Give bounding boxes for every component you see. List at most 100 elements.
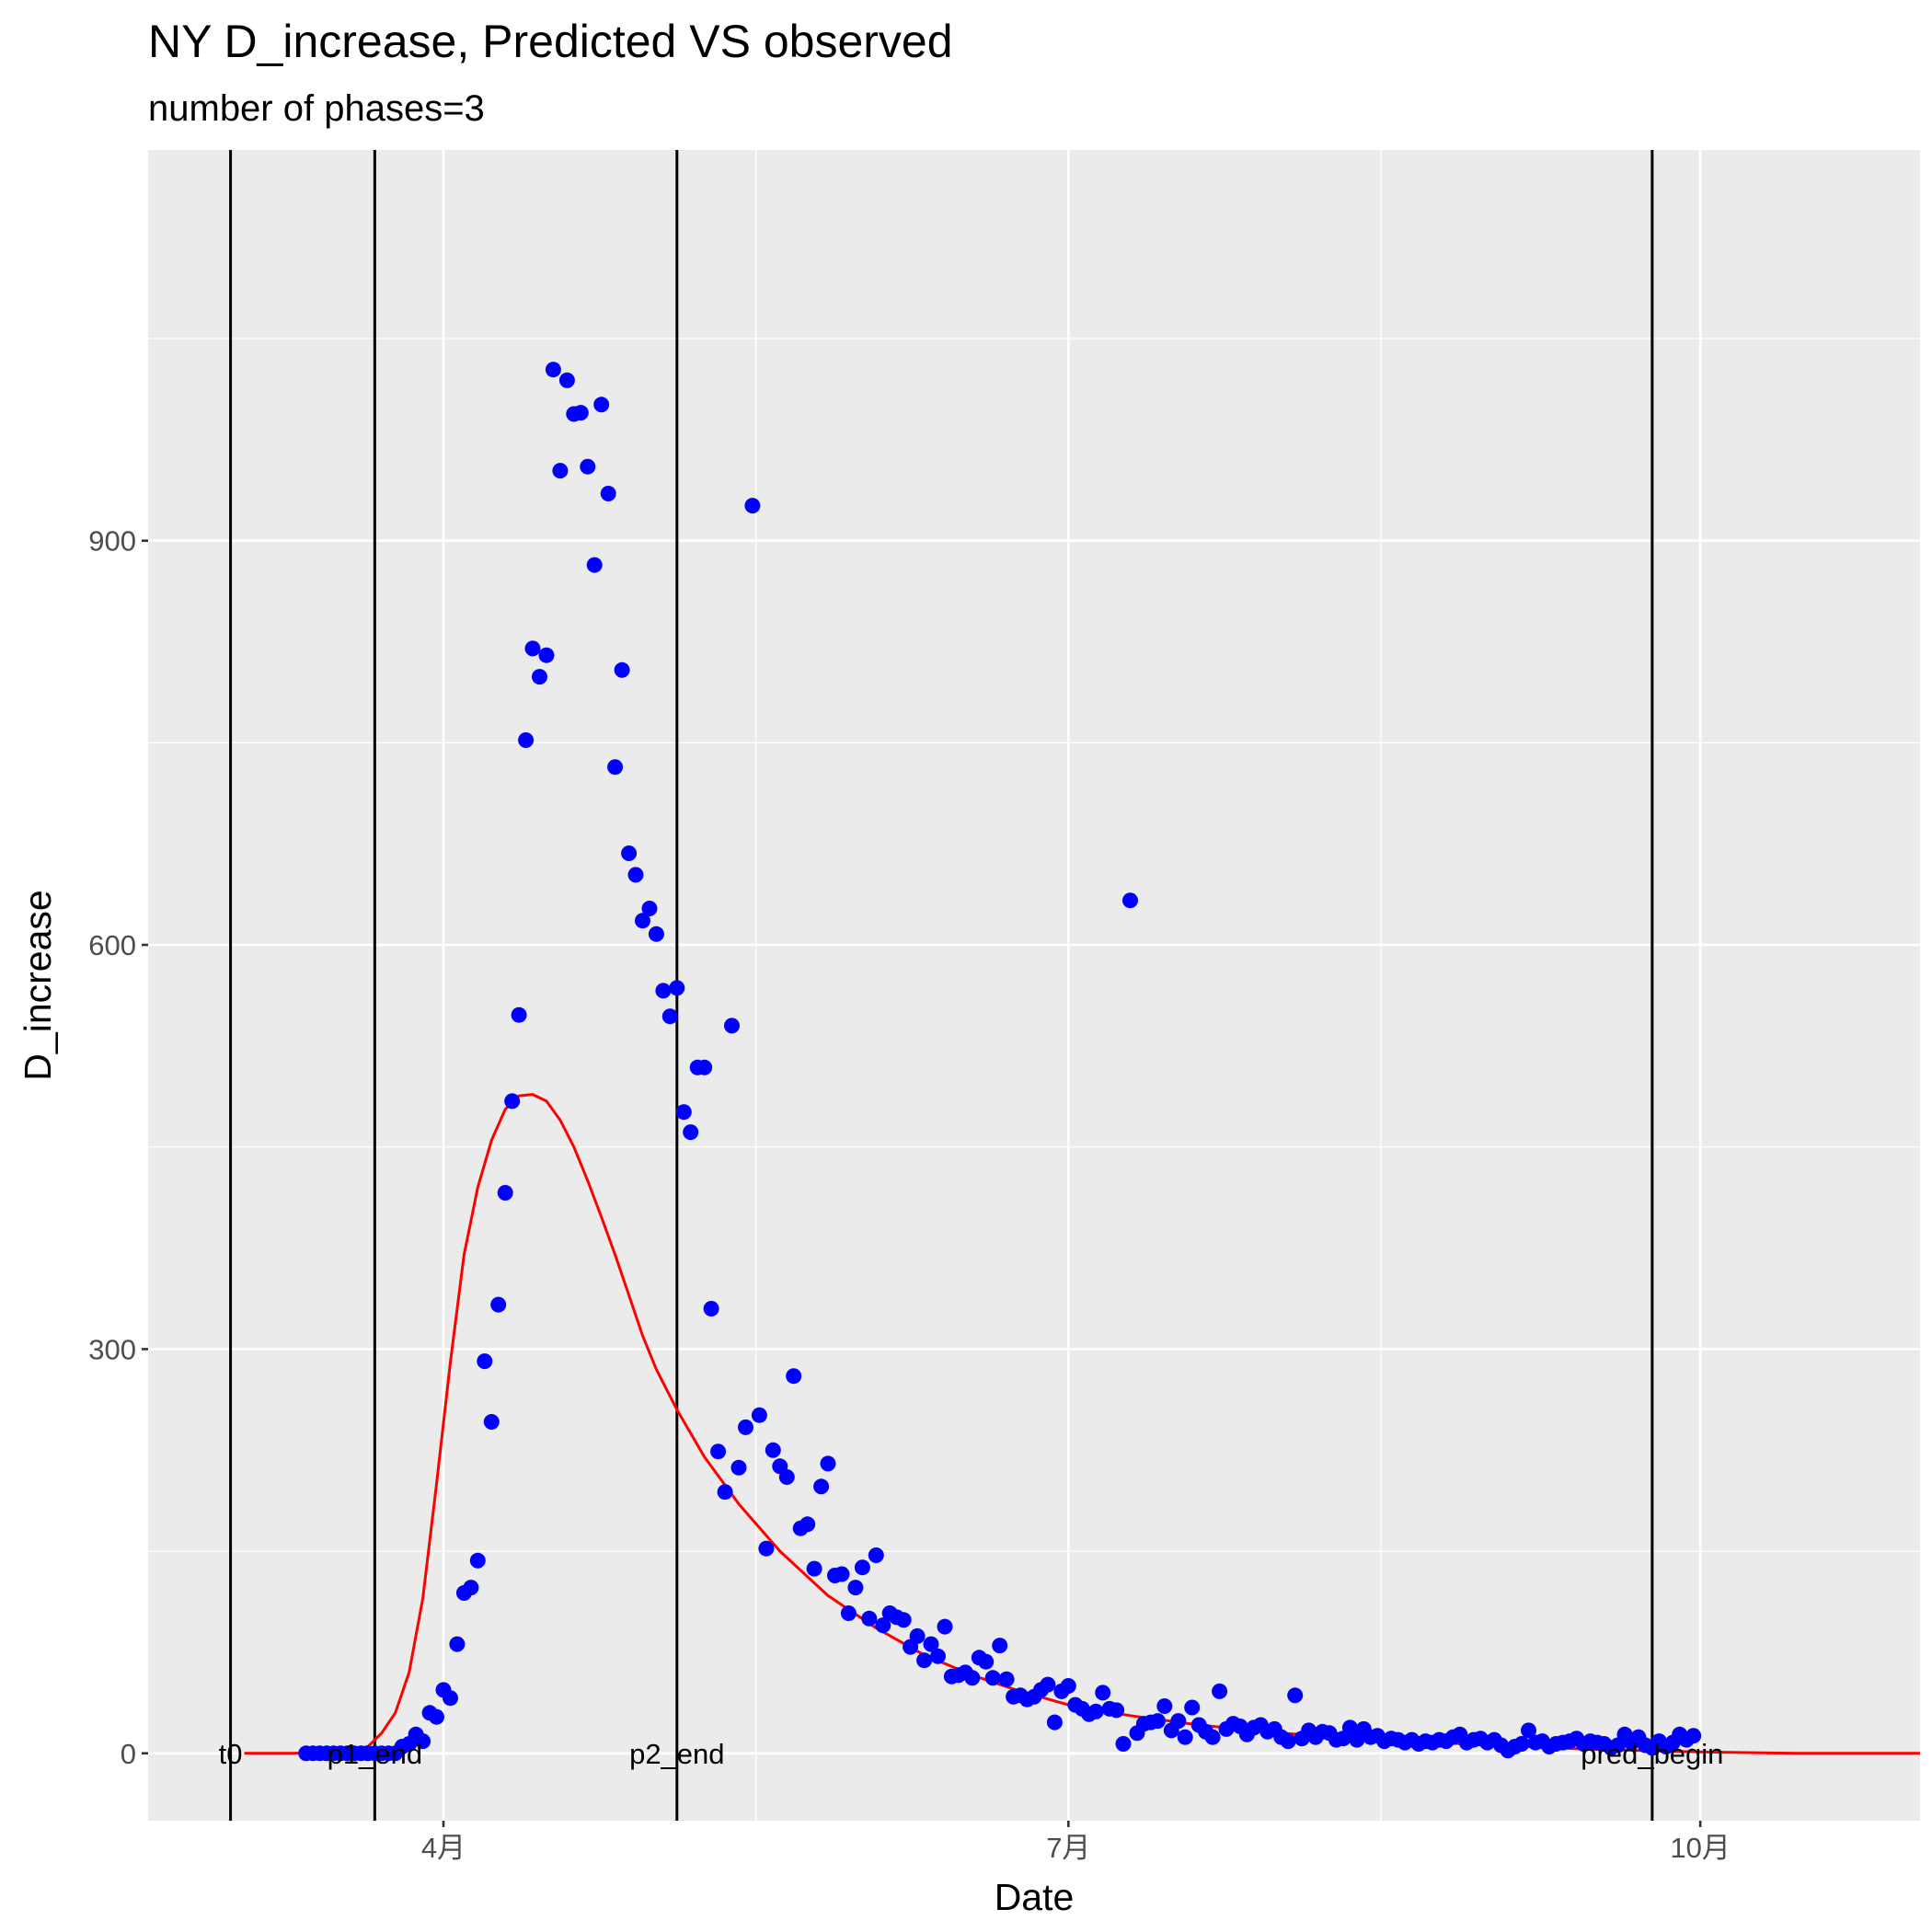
plot-panel	[148, 150, 1920, 1821]
observed-point	[415, 1733, 431, 1750]
observed-point	[847, 1580, 864, 1596]
observed-point	[1156, 1698, 1173, 1714]
observed-point	[1149, 1713, 1166, 1730]
observed-point	[497, 1185, 513, 1201]
observed-point	[1060, 1678, 1076, 1694]
observed-point	[1521, 1722, 1536, 1739]
observed-point	[703, 1301, 719, 1317]
observed-point	[1685, 1728, 1702, 1744]
vline-label-p1_end: p1_end	[328, 1738, 422, 1770]
vline-label-p2_end: p2_end	[629, 1738, 724, 1770]
observed-point	[532, 669, 547, 685]
observed-point	[483, 1414, 500, 1430]
observed-point	[854, 1559, 870, 1576]
observed-point	[875, 1617, 891, 1634]
observed-point	[538, 647, 555, 663]
observed-point	[861, 1610, 878, 1627]
observed-point	[600, 486, 616, 501]
observed-point	[429, 1708, 444, 1725]
observed-point	[490, 1296, 507, 1313]
observed-point	[765, 1442, 781, 1458]
observed-point	[998, 1671, 1015, 1687]
chart-title: NY D_increase, Predicted VS observed	[148, 16, 953, 67]
observed-point	[463, 1580, 479, 1596]
observed-point	[717, 1484, 733, 1501]
y-tick-label: 600	[88, 929, 136, 961]
observed-point	[669, 980, 685, 996]
observed-point	[1513, 1736, 1530, 1752]
observed-point	[558, 372, 575, 388]
observed-point	[1115, 1736, 1132, 1752]
observed-point	[937, 1618, 953, 1635]
observed-point	[661, 1008, 678, 1025]
predicted-line	[244, 1093, 1920, 1755]
observed-point	[477, 1353, 493, 1370]
grid-major	[148, 150, 1920, 1821]
y-tick-label: 900	[88, 525, 136, 558]
observed-point	[1184, 1699, 1201, 1716]
observed-point	[552, 463, 569, 479]
observed-point	[751, 1407, 767, 1423]
observed-point	[710, 1443, 727, 1460]
observed-point	[1046, 1714, 1063, 1731]
observed-point	[1212, 1683, 1228, 1699]
observed-point	[923, 1636, 939, 1652]
x-axis-title: Date	[995, 1876, 1075, 1918]
observed-point	[580, 458, 596, 475]
observed-point	[621, 845, 638, 861]
observed-point	[696, 1059, 713, 1075]
observed-point	[504, 1093, 521, 1110]
chart-subtitle: number of phases=3	[148, 88, 485, 129]
observed-point	[648, 926, 664, 942]
observed-point	[992, 1638, 1008, 1654]
observed-point	[675, 1104, 692, 1121]
observed-point	[916, 1652, 933, 1669]
observed-point	[627, 867, 644, 883]
observed-point	[635, 913, 650, 929]
x-tick-label: 4月	[421, 1832, 466, 1864]
observed-point	[1177, 1729, 1193, 1745]
observed-point	[586, 557, 603, 573]
observed-point	[1341, 1719, 1358, 1736]
observed-point	[511, 1006, 527, 1023]
observed-point	[1280, 1733, 1296, 1750]
observed-point	[895, 1612, 912, 1628]
observed-point	[518, 732, 535, 748]
observed-point	[1109, 1702, 1125, 1719]
observed-point	[1287, 1687, 1304, 1704]
y-tick-label: 300	[88, 1333, 136, 1365]
observed-point	[524, 640, 541, 657]
observed-point	[964, 1670, 981, 1686]
x-axis: 4月 7月 10月	[421, 1821, 1731, 1864]
observed-point	[1095, 1685, 1111, 1701]
observed-point	[738, 1419, 753, 1435]
vertical-line-labels: t0 p1_end p2_end pred_begin	[219, 1738, 1724, 1770]
observed-point	[778, 1469, 795, 1485]
observed-series	[298, 362, 1702, 1762]
observed-point	[593, 397, 610, 413]
observed-point	[820, 1455, 836, 1472]
observed-point	[930, 1648, 946, 1664]
observed-point	[806, 1560, 822, 1577]
observed-point	[443, 1690, 458, 1707]
observed-point	[813, 1478, 830, 1495]
observed-point	[641, 901, 658, 916]
vline-label-t0: t0	[219, 1738, 243, 1770]
observed-point	[1122, 892, 1138, 909]
observed-point	[744, 498, 761, 514]
observed-point	[758, 1540, 775, 1557]
observed-point	[683, 1124, 699, 1141]
observed-point	[978, 1653, 995, 1670]
observed-point	[724, 1018, 740, 1034]
observed-point	[1204, 1729, 1221, 1745]
observed-point	[786, 1368, 802, 1385]
observed-point	[984, 1670, 1001, 1686]
observed-point	[868, 1547, 884, 1563]
observed-point	[730, 1459, 747, 1476]
observed-point	[840, 1605, 857, 1621]
observed-point	[607, 759, 624, 776]
predicted-series	[244, 1093, 1920, 1755]
y-axis-title: D_increase	[17, 890, 59, 1080]
x-tick-label: 10月	[1670, 1832, 1730, 1864]
